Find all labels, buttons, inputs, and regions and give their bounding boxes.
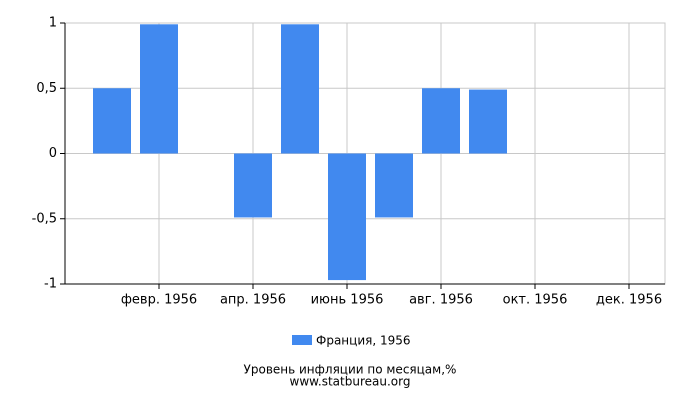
bar xyxy=(469,89,507,154)
bar xyxy=(93,88,131,154)
legend-swatch xyxy=(292,335,312,345)
legend-label: Франция, 1956 xyxy=(316,334,411,348)
x-tick-label: дек. 1956 xyxy=(596,293,662,308)
x-tick-label: февр. 1956 xyxy=(121,293,197,308)
y-tick-label: 0 xyxy=(49,146,57,161)
x-tick-label: апр. 1956 xyxy=(220,293,286,308)
x-tick-label: июнь 1956 xyxy=(311,293,384,308)
y-tick-label: 0,5 xyxy=(36,81,57,96)
bar xyxy=(328,153,366,281)
x-tick-label: окт. 1956 xyxy=(503,293,568,308)
x-tick-label: авг. 1956 xyxy=(409,293,473,308)
bar xyxy=(375,153,413,218)
source: www.statbureau.org xyxy=(290,375,411,389)
y-tick-label: 1 xyxy=(49,16,57,31)
y-tick-label: -0,5 xyxy=(32,211,57,226)
bar xyxy=(234,153,272,218)
bar xyxy=(281,24,319,154)
bar xyxy=(140,24,178,154)
chart-title: Уровень инфляции по месяцам,% xyxy=(244,363,457,377)
bar xyxy=(422,88,460,154)
y-tick-label: -1 xyxy=(44,277,57,292)
